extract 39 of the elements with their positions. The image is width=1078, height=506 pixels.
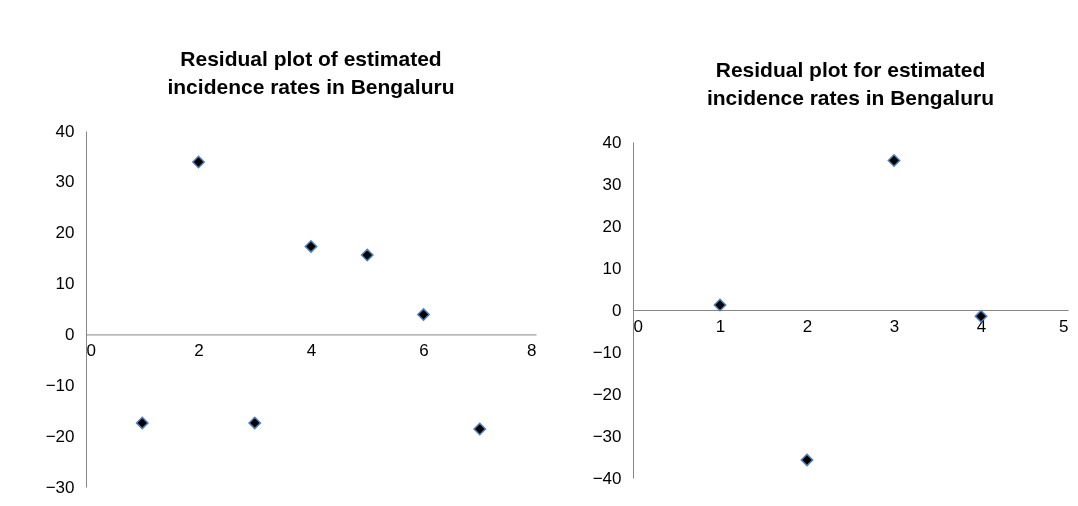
point <box>887 154 901 167</box>
point <box>248 416 262 430</box>
x-tick-label: 0 <box>86 340 96 360</box>
point <box>135 416 149 430</box>
chart-title: Residual plot of estimated incidence rates in Bengaluru <box>167 47 455 98</box>
x-tick-label: 2 <box>802 316 813 336</box>
y-tick-label: −20 <box>45 426 75 446</box>
x-tick-label: 4 <box>306 340 317 360</box>
y-tick-label: −30 <box>45 477 75 497</box>
y-tick-label: 0 <box>612 300 622 320</box>
y-tick-label: −10 <box>45 375 75 395</box>
point <box>417 308 430 322</box>
point <box>713 298 727 312</box>
y-tick-label: −20 <box>592 384 622 404</box>
x-tick-label: 6 <box>419 340 429 360</box>
x-tick-label: 4 <box>976 316 987 336</box>
y-tick-label: 20 <box>602 216 622 236</box>
y-tick-label: −10 <box>592 342 622 362</box>
chart-title: Residual plot for estimated incidence rates in Bengaluru <box>706 58 995 109</box>
y-tick-label: −40 <box>592 468 622 488</box>
x-tick-label: 1 <box>715 316 726 336</box>
y-tick-label: 10 <box>602 258 622 278</box>
y-tick-label: 30 <box>55 172 75 192</box>
y-tick-label: 10 <box>55 274 75 294</box>
x-tick-label: 8 <box>527 340 537 360</box>
point <box>192 155 205 169</box>
y-tick-label: −30 <box>592 426 622 446</box>
point <box>800 453 814 467</box>
point <box>304 239 318 253</box>
point <box>360 248 374 262</box>
y-tick-label: 20 <box>55 223 75 243</box>
x-tick-label: 3 <box>889 316 900 336</box>
x-tick-label: 2 <box>194 340 204 360</box>
y-tick-label: 30 <box>602 174 622 194</box>
x-tick-label: 5 <box>1059 316 1069 336</box>
x-tick-label: 0 <box>633 316 643 336</box>
point <box>473 422 487 436</box>
y-tick-label: 40 <box>55 121 75 141</box>
y-tick-label: 40 <box>602 132 622 152</box>
